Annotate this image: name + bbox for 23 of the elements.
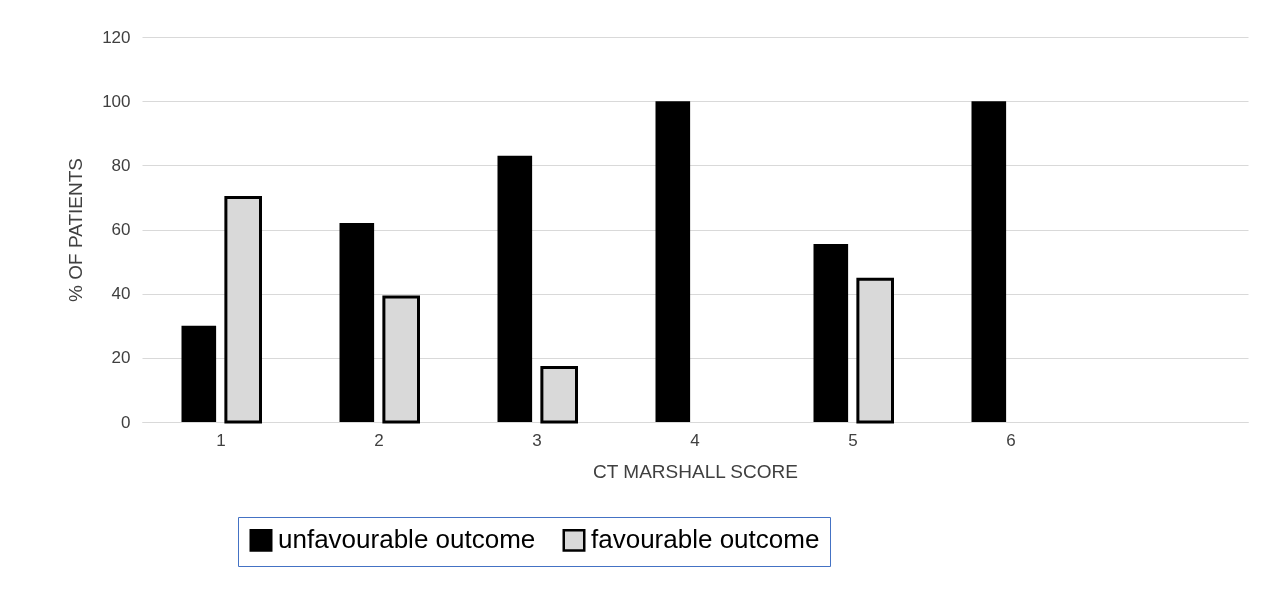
y-tick-label: 100 xyxy=(102,91,131,111)
x-tick-label: 3 xyxy=(532,430,542,450)
x-tick-label: 4 xyxy=(690,430,700,450)
y-tick-label: 0 xyxy=(121,412,131,432)
x-tick-label: 6 xyxy=(1006,430,1016,450)
y-axis-title: % OF PATIENTS xyxy=(65,158,87,302)
bar xyxy=(813,243,849,422)
y-tick-label: 20 xyxy=(111,348,131,368)
bar xyxy=(181,325,217,422)
legend-label: favourable outcome xyxy=(591,524,820,555)
bar xyxy=(339,223,375,422)
x-tick-label: 5 xyxy=(848,430,858,450)
x-axis-title: CT MARSHALL SCORE xyxy=(593,460,798,482)
legend-label: unfavourable outcome xyxy=(278,524,536,555)
y-tick-label: 60 xyxy=(111,220,131,239)
bar xyxy=(655,101,691,422)
y-tick-label: 40 xyxy=(111,284,131,304)
y-tick-label: 80 xyxy=(111,155,131,175)
x-tick-label: 2 xyxy=(374,430,384,450)
y-tick-label: 120 xyxy=(102,27,131,47)
bar xyxy=(497,155,533,422)
x-tick-label: 1 xyxy=(216,430,226,450)
bar xyxy=(971,101,1007,422)
